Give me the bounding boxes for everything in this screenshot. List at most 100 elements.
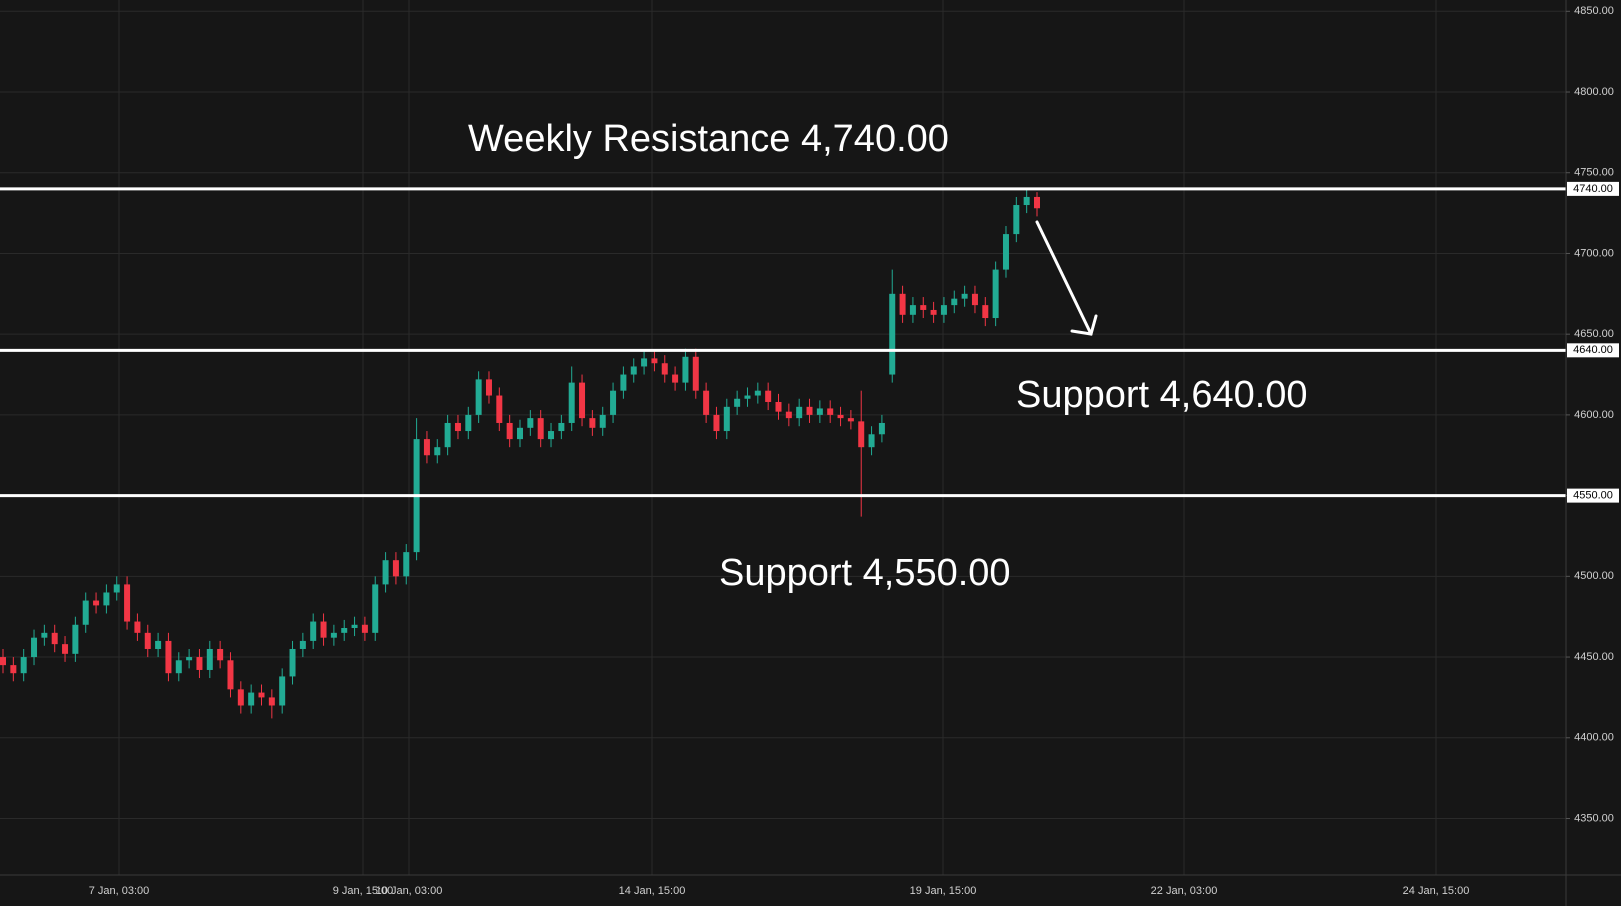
x-tick-label: 19 Jan, 15:00 (910, 885, 977, 897)
candle-body (403, 552, 410, 577)
candle-body (165, 640, 172, 674)
candle-body (217, 648, 224, 661)
candle-body (103, 592, 110, 606)
arrow-shaft (1035, 220, 1093, 336)
candle-body (920, 305, 927, 310)
level-label: 4640.00 (1573, 344, 1613, 356)
annotation: Weekly Resistance 4,740.00 (468, 118, 949, 160)
x-tick-label: 22 Jan, 03:00 (1151, 885, 1218, 897)
y-tick-label: 4750.00 (1574, 167, 1614, 179)
candle-body (299, 640, 306, 649)
candle-body (31, 637, 38, 658)
candle-body (992, 269, 999, 319)
candle-body (62, 644, 69, 654)
candle-body (765, 390, 772, 402)
candle-body (237, 689, 244, 706)
candle-body (258, 692, 265, 698)
y-tick-label: 4850.00 (1574, 5, 1614, 17)
candle-body (940, 305, 947, 315)
candle-body (423, 439, 430, 456)
candle-body (82, 600, 89, 625)
arrow-head (1070, 314, 1098, 336)
candle-body (517, 427, 523, 440)
candle-body (548, 431, 555, 440)
candle-body (630, 366, 637, 375)
candle-body (878, 422, 885, 435)
candle-body (703, 390, 710, 415)
candle-body (465, 414, 472, 432)
candle-body (723, 406, 730, 432)
y-tick-label: 4450.00 (1574, 651, 1614, 663)
candle-body (186, 657, 193, 661)
candle-body (41, 632, 48, 638)
y-tick-label: 4700.00 (1574, 247, 1614, 259)
axes: 4350.00 4400.00 4450.00 4500.00 4550.00 4600.… (89, 5, 1619, 897)
level-label-box (1567, 343, 1619, 358)
candle-body (330, 632, 337, 638)
candle-body (72, 624, 79, 654)
annotation: Support 4,640.00 (1016, 374, 1308, 416)
candle-body (434, 447, 441, 456)
level-label-box (1567, 488, 1619, 503)
candle-body (496, 395, 503, 423)
candle-body (558, 422, 565, 432)
candle-body (279, 676, 286, 706)
candle-body (0, 657, 6, 666)
y-tick-label: 4350.00 (1574, 812, 1614, 824)
candle-body (961, 293, 968, 299)
candle-body (175, 660, 182, 674)
y-tick-label: 4600.00 (1574, 409, 1614, 421)
arrow (1035, 220, 1098, 336)
candle-body (847, 418, 854, 422)
candle-body (672, 374, 679, 383)
candle-body (858, 421, 865, 448)
candle-body (320, 621, 327, 638)
candle-body (785, 411, 792, 419)
candle-body (796, 406, 803, 419)
x-tick-label: 10 Jan, 03:00 (376, 885, 443, 897)
grid (0, 0, 1566, 875)
candle-body (20, 657, 27, 674)
candle-body (475, 379, 482, 415)
candle-body (620, 374, 627, 391)
candle-body (289, 648, 296, 677)
candle-body (310, 621, 317, 641)
x-tick-label: 7 Jan, 03:00 (89, 885, 150, 897)
candle-body (124, 584, 131, 622)
candle-body (527, 418, 534, 428)
candle-body (196, 657, 203, 670)
candle-body (372, 584, 379, 633)
candle-body (1002, 234, 1009, 270)
candle-body (537, 418, 544, 440)
candle-body (775, 401, 782, 412)
candle-body (1034, 196, 1040, 209)
candle-body (351, 624, 358, 628)
candle-body (485, 379, 492, 396)
candle-body (599, 414, 606, 428)
candle-body (837, 414, 844, 419)
candle-body (682, 356, 689, 383)
x-tick-label: 24 Jan, 15:00 (1403, 885, 1470, 897)
candle-body (579, 382, 586, 419)
candle-body (392, 560, 399, 577)
candle-body (268, 697, 275, 706)
candle-body (382, 560, 389, 585)
level-label: 4550.00 (1573, 490, 1613, 502)
candle-body (51, 632, 58, 645)
annotation: Support 4,550.00 (719, 552, 1011, 594)
candle-body (610, 390, 617, 415)
candle-body (951, 298, 958, 306)
candle-body (155, 640, 162, 649)
candle-body (444, 422, 451, 448)
y-tick-label: 4400.00 (1574, 732, 1614, 744)
candle-body (754, 390, 761, 396)
candle-body (806, 406, 813, 415)
candle-body (827, 408, 834, 415)
candle-body (713, 414, 720, 432)
candle-body (361, 624, 368, 633)
level-label: 4740.00 (1573, 183, 1613, 195)
candle-body (734, 398, 741, 407)
candle-body (982, 305, 989, 319)
candle-body (868, 434, 875, 448)
